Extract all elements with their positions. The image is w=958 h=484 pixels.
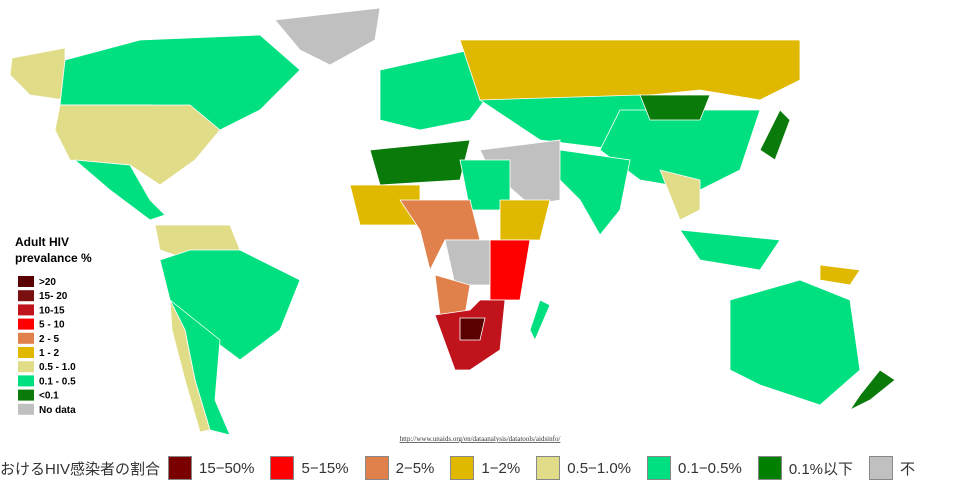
legend-swatch xyxy=(18,290,34,302)
legend-swatch xyxy=(18,276,34,287)
legend-swatch xyxy=(450,456,475,480)
legend-swatch xyxy=(18,347,34,358)
legend-swatch xyxy=(270,456,295,480)
bottom-legend: おけるHIV感染者の割合 15−50% 5−15% 2−5% 1−2% 0.5−1.0%… xyxy=(0,455,923,481)
legend-label: 15−50% xyxy=(199,459,255,477)
legend-title: prevalance % xyxy=(15,251,92,265)
map-legend: Adult HIV prevalance % >20 15- 20 10-15 5 - 1… xyxy=(15,235,92,416)
legend-title: Adult HIV xyxy=(15,235,69,249)
legend-label: 0.1%以下 xyxy=(788,460,854,478)
legend-swatch xyxy=(18,403,34,415)
legend-swatch xyxy=(168,456,193,480)
legend-swatch xyxy=(364,456,389,480)
legend-label: 5 - 10 xyxy=(39,320,65,331)
legend-swatch xyxy=(757,456,782,480)
legend-swatch xyxy=(869,456,894,480)
legend-label: 0.1−0.5% xyxy=(678,459,742,477)
world-map: Adult HIV prevalance % >20 15- 20 10-15 5 - 1… xyxy=(9,7,896,443)
legend-label: 1−2% xyxy=(481,459,521,477)
legend-label: <0.1 xyxy=(39,391,59,402)
countries xyxy=(9,7,896,436)
legend-label: 不 xyxy=(900,460,916,478)
legend-label: 15- 20 xyxy=(39,291,68,302)
legend-swatch xyxy=(18,332,34,344)
legend-label: 10-15 xyxy=(39,305,65,316)
legend-swatch xyxy=(18,318,34,330)
legend-label: 1 - 2 xyxy=(39,348,59,359)
legend-label: 0.5 - 1.0 xyxy=(39,362,76,373)
legend-swatch xyxy=(647,456,672,480)
legend-swatch xyxy=(18,389,34,401)
legend-label: 0.5−1.0% xyxy=(567,459,632,477)
legend-label: 0.1 - 0.5 xyxy=(39,376,76,387)
legend-label: >20 xyxy=(39,277,56,288)
legend-swatch xyxy=(18,375,34,387)
legend-label: No data xyxy=(39,405,76,416)
legend-swatch xyxy=(536,456,561,480)
source-link[interactable]: http://www.unaids.org/en/dataanalysis/da… xyxy=(400,435,561,443)
legend-label: 5−15% xyxy=(301,459,349,477)
legend-caption: おけるHIV感染者の割合 xyxy=(0,460,161,478)
legend-swatch xyxy=(18,361,34,373)
legend-swatch xyxy=(18,304,34,316)
legend-label: 2 - 5 xyxy=(39,334,59,345)
legend-label: 2−5% xyxy=(395,459,435,477)
